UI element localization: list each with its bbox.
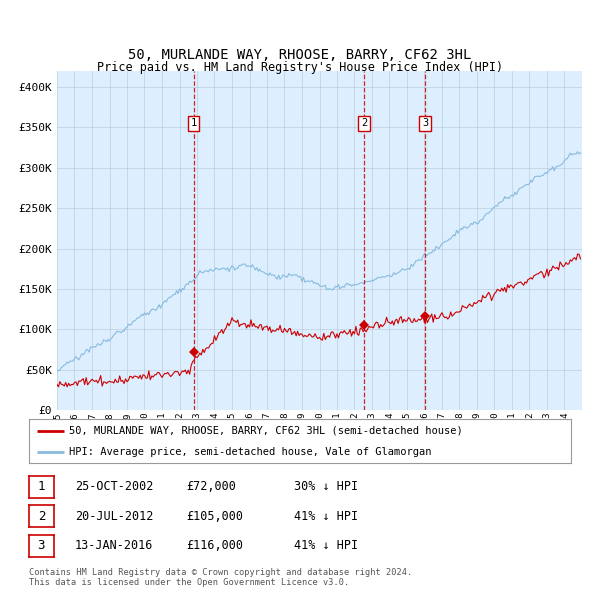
Text: £105,000: £105,000 — [186, 510, 243, 523]
Text: 2: 2 — [38, 510, 45, 523]
Text: 2: 2 — [361, 119, 367, 128]
Text: 20-JUL-2012: 20-JUL-2012 — [75, 510, 154, 523]
Text: 3: 3 — [38, 539, 45, 552]
Text: 1: 1 — [38, 480, 45, 493]
Text: 41% ↓ HPI: 41% ↓ HPI — [294, 510, 358, 523]
Text: 25-OCT-2002: 25-OCT-2002 — [75, 480, 154, 493]
Text: Price paid vs. HM Land Registry's House Price Index (HPI): Price paid vs. HM Land Registry's House … — [97, 61, 503, 74]
Text: 50, MURLANDE WAY, RHOOSE, BARRY, CF62 3HL (semi-detached house): 50, MURLANDE WAY, RHOOSE, BARRY, CF62 3H… — [70, 426, 463, 436]
Text: 3: 3 — [422, 119, 428, 128]
Text: 41% ↓ HPI: 41% ↓ HPI — [294, 539, 358, 552]
Text: Contains HM Land Registry data © Crown copyright and database right 2024.
This d: Contains HM Land Registry data © Crown c… — [29, 568, 412, 587]
Text: 1: 1 — [191, 119, 197, 128]
Text: 50, MURLANDE WAY, RHOOSE, BARRY, CF62 3HL: 50, MURLANDE WAY, RHOOSE, BARRY, CF62 3H… — [128, 48, 472, 62]
Text: £72,000: £72,000 — [186, 480, 236, 493]
Text: HPI: Average price, semi-detached house, Vale of Glamorgan: HPI: Average price, semi-detached house,… — [70, 447, 432, 457]
Text: £116,000: £116,000 — [186, 539, 243, 552]
Text: 30% ↓ HPI: 30% ↓ HPI — [294, 480, 358, 493]
Text: 13-JAN-2016: 13-JAN-2016 — [75, 539, 154, 552]
